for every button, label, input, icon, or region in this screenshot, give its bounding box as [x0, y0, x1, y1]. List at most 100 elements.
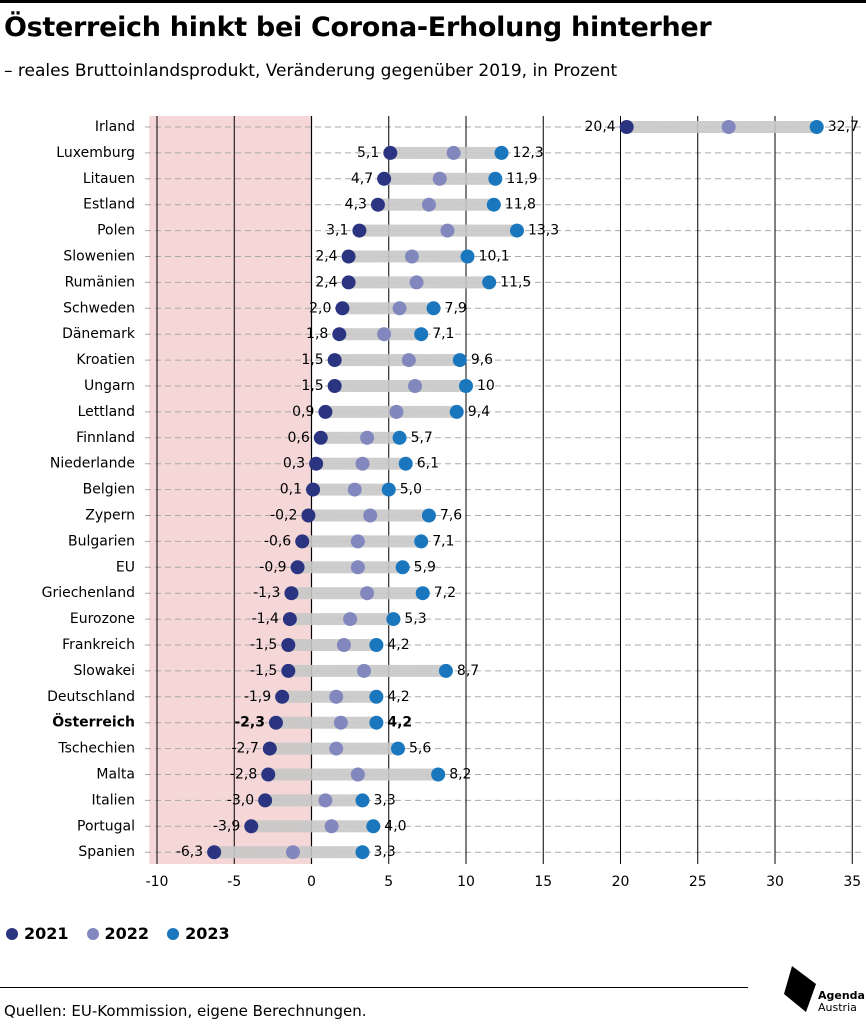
country-label: Polen [97, 223, 135, 239]
dot-2023 [449, 404, 464, 419]
country-label: Luxemburg [56, 145, 135, 161]
country-label: Lettland [78, 404, 135, 420]
value-label-2021: -2,8 [230, 767, 257, 783]
dot-2023 [426, 301, 441, 316]
country-label: Zypern [85, 508, 135, 524]
x-tick-label: 35 [843, 874, 861, 890]
value-label-2021: 3,1 [326, 223, 348, 239]
country-label: Slowakei [74, 663, 135, 679]
dot-2023 [431, 767, 446, 782]
dot-2021 [318, 404, 333, 419]
dot-2023 [460, 249, 475, 264]
legend-label-2023: 2023 [185, 924, 230, 943]
dot-2023 [421, 508, 436, 523]
chart-subtitle: – reales Bruttoinlandsprodukt, Veränderu… [4, 61, 618, 81]
value-label-2023: 5,9 [414, 559, 436, 575]
value-label-2021: -0,6 [264, 533, 291, 549]
country-label: Kroatien [76, 352, 135, 368]
dot-2022 [329, 689, 344, 704]
dot-2022 [440, 223, 455, 238]
dot-2021 [383, 145, 398, 160]
value-label-2023: 13,3 [528, 223, 559, 239]
dot-range-chart: Irland 20,4 32,7 Luxemburg 5,1 12,3 Litauen 4,7… [42, 116, 862, 890]
dot-2021 [341, 249, 356, 264]
value-label-2023: 11,5 [500, 274, 531, 290]
dot-2021 [370, 197, 385, 212]
country-label: Finnland [76, 430, 135, 446]
value-label-2021: 0,6 [288, 430, 310, 446]
dot-2022 [401, 353, 416, 368]
value-label-2023: 4,0 [384, 818, 406, 834]
value-label-2021: 4,7 [351, 171, 373, 187]
range-bar [291, 587, 423, 600]
value-label-2023: 3,3 [373, 844, 395, 860]
dot-2023 [414, 327, 429, 342]
range-bar [289, 613, 394, 626]
dot-2021 [290, 560, 305, 575]
dot-2023 [494, 145, 509, 160]
value-label-2021: -1,5 [250, 637, 277, 653]
value-label-2021: -0,2 [270, 508, 297, 524]
dot-2023 [395, 560, 410, 575]
value-label-2021: -3,0 [227, 792, 254, 808]
country-label: Litauen [83, 171, 135, 187]
dot-2021 [619, 120, 634, 134]
value-label-2021: 20,4 [585, 119, 616, 135]
value-label-2023: 9,6 [471, 352, 493, 368]
dot-2021 [262, 741, 277, 756]
x-tick-label: 15 [534, 874, 552, 890]
dot-2023 [355, 845, 370, 860]
range-bar [297, 561, 403, 574]
legend-item-2022: 2022 [86, 924, 150, 943]
dot-2021 [275, 689, 290, 704]
dot-2021 [377, 171, 392, 186]
dot-2023 [369, 689, 384, 704]
bottom-rule [0, 987, 748, 988]
legend-swatch-2021 [6, 927, 18, 940]
range-bar [359, 224, 517, 237]
legend-label-2022: 2022 [104, 924, 150, 943]
country-label: Eurozone [70, 611, 135, 627]
dot-2021 [244, 819, 259, 834]
x-tick-label: 5 [384, 874, 393, 890]
dot-2021 [309, 456, 324, 471]
country-label: Italien [92, 792, 135, 808]
dot-2022 [409, 275, 424, 290]
dot-2022 [285, 845, 300, 860]
value-label-2023: 7,9 [445, 300, 467, 316]
dot-2021 [352, 223, 367, 238]
dot-2023 [386, 612, 401, 627]
range-bar [334, 380, 466, 392]
top-rule [0, 0, 866, 3]
value-label-2023: 9,4 [468, 404, 490, 420]
dot-2023 [392, 430, 407, 445]
dot-2023 [381, 482, 396, 497]
legend-label-2021: 2021 [24, 924, 69, 943]
dot-2021 [281, 663, 296, 678]
value-label-2023: 5,7 [411, 430, 433, 446]
value-label-2023: 11,9 [506, 171, 537, 187]
value-label-2023: 11,8 [505, 197, 536, 213]
value-label-2023: 6,1 [417, 456, 439, 472]
value-label-2023: 5,3 [404, 611, 426, 627]
dot-2023 [809, 120, 824, 134]
dot-2021 [261, 767, 276, 782]
value-label-2023: 10 [477, 378, 495, 394]
country-label: Niederlande [50, 456, 135, 472]
country-label: Bulgarien [68, 533, 135, 549]
value-label-2021: 0,9 [292, 404, 314, 420]
value-label-2021: -6,3 [176, 844, 203, 860]
logo-text-line2: Austria [818, 1001, 857, 1014]
dot-2021 [332, 327, 347, 342]
country-label: Ungarn [84, 378, 135, 394]
value-label-2021: -1,3 [253, 585, 280, 601]
country-label: Tschechien [57, 741, 135, 757]
dot-2022 [408, 379, 423, 393]
dot-2023 [509, 223, 524, 238]
dot-2022 [363, 508, 378, 523]
legend-swatch-2022 [86, 927, 99, 940]
value-label-2021: 1,5 [301, 352, 323, 368]
legend-swatch-2023 [167, 927, 180, 940]
dot-2023 [452, 353, 467, 368]
value-label-2023: 7,2 [434, 585, 456, 601]
